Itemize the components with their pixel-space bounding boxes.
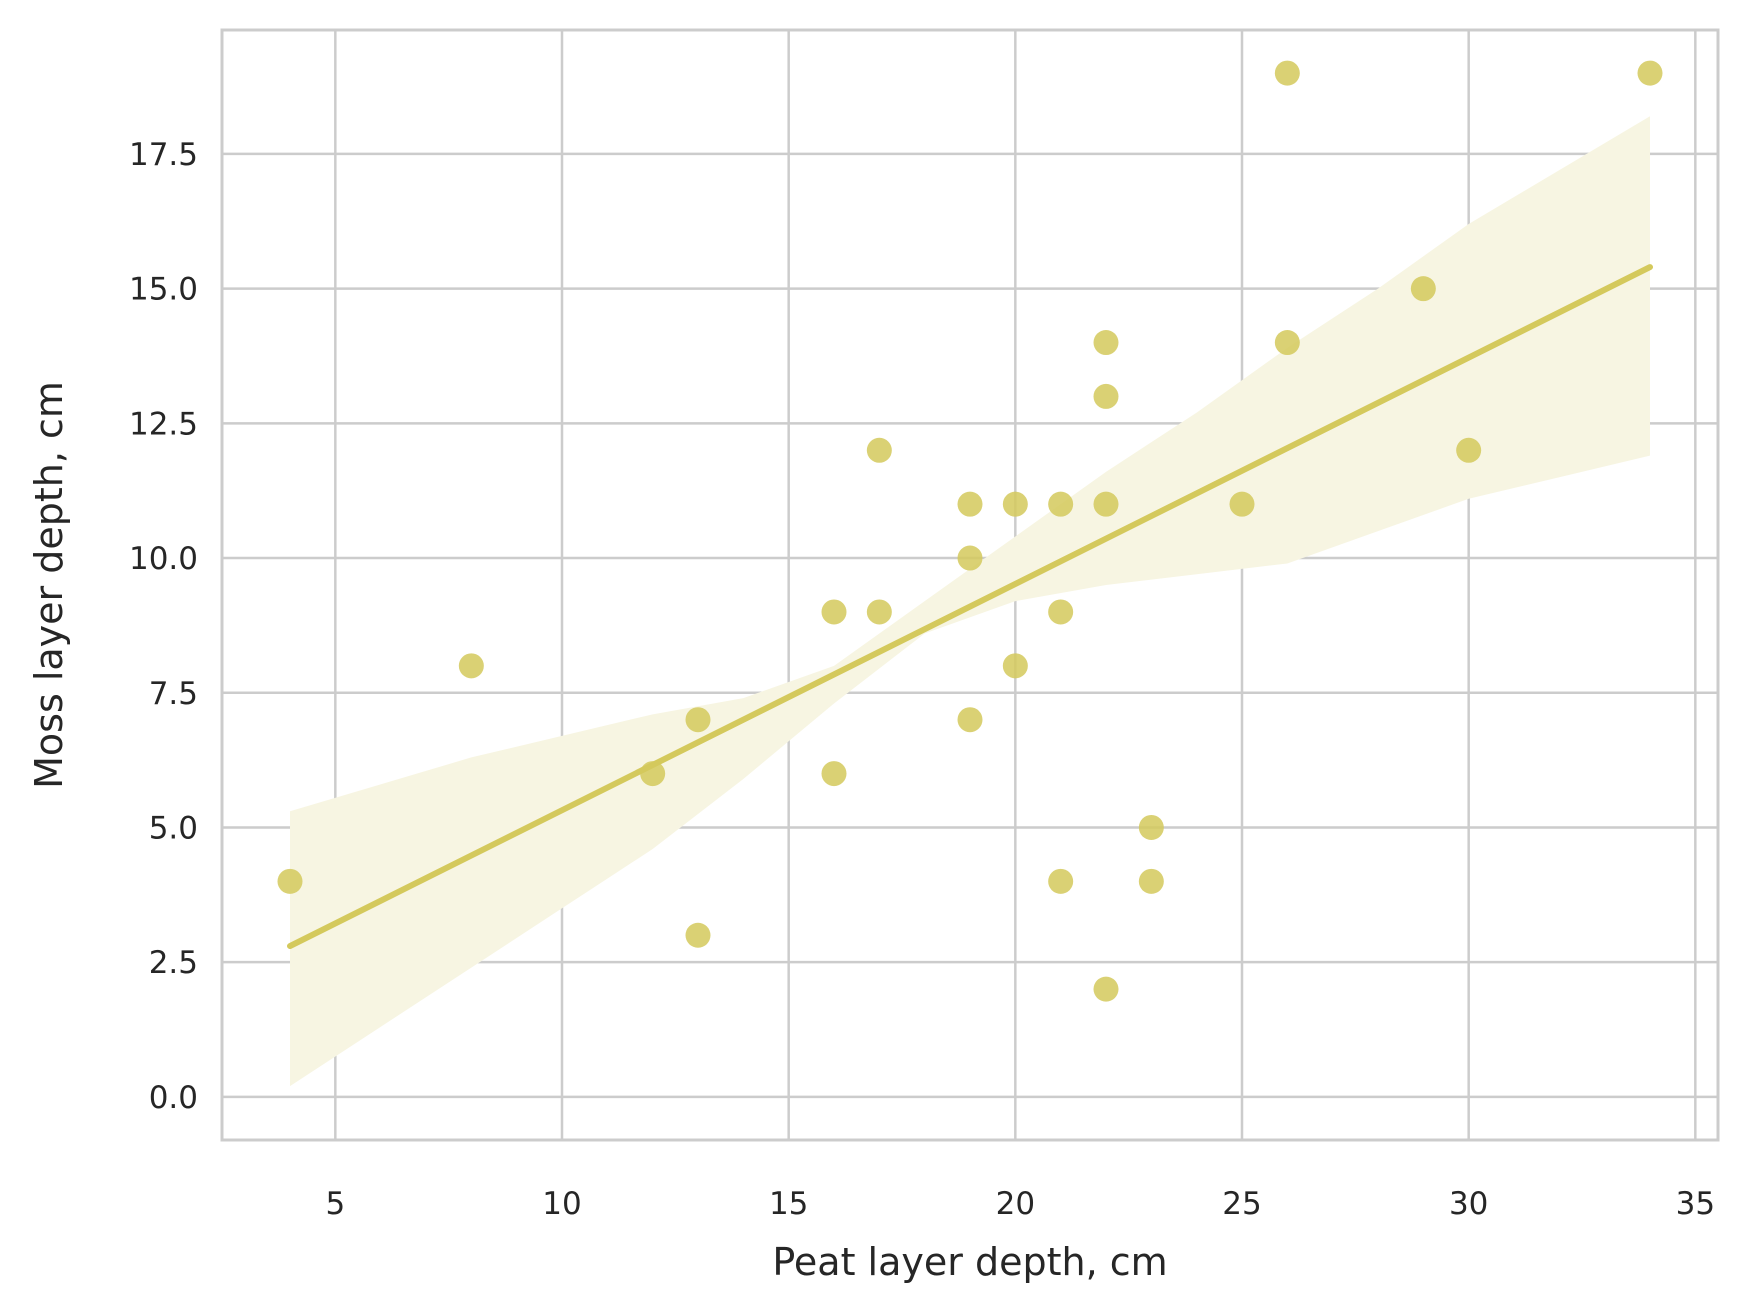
x-axis-label: Peat layer depth, cm: [772, 1240, 1167, 1284]
data-point: [866, 599, 892, 625]
plot-frame: [220, 28, 1720, 1142]
data-point: [1274, 60, 1300, 86]
x-tick-label: 10: [542, 1186, 581, 1222]
data-point: [685, 707, 711, 733]
data-point: [1229, 491, 1255, 517]
data-point: [1093, 976, 1119, 1002]
data-point: [1048, 868, 1074, 894]
data-point: [458, 653, 484, 679]
y-tick-label: 10.0: [129, 541, 198, 577]
x-tick-label: 20: [996, 1186, 1035, 1222]
y-axis-label: Moss layer depth, cm: [27, 381, 71, 789]
y-tick-label: 2.5: [149, 945, 198, 981]
data-point: [640, 761, 666, 787]
data-point: [685, 922, 711, 948]
y-tick-label: 15.0: [129, 272, 198, 308]
x-tick-label: 35: [1676, 1186, 1715, 1222]
y-tick-label: 5.0: [149, 810, 198, 846]
data-point: [1093, 383, 1119, 409]
y-tick-label: 12.5: [129, 406, 198, 442]
data-point: [1002, 491, 1028, 517]
data-point: [866, 437, 892, 463]
x-tick-labels: 5 10 15 20 25 30 35: [325, 1186, 1715, 1222]
y-tick-labels: 0.0 2.5 5.0 7.5 10.0 12.5 15.0 17.5: [129, 137, 198, 1116]
data-point: [957, 707, 983, 733]
data-point: [1456, 437, 1482, 463]
y-tick-label: 7.5: [149, 676, 198, 712]
data-point: [1637, 60, 1663, 86]
data-point: [1274, 330, 1300, 356]
y-tick-label: 17.5: [129, 137, 198, 173]
regression-line-layer: [287, 264, 1653, 950]
data-point: [1048, 491, 1074, 517]
confidence-band-layer: [290, 116, 1650, 1087]
data-point: [1048, 599, 1074, 625]
regression-line: [287, 264, 1653, 950]
data-point: [821, 599, 847, 625]
x-tick-label: 25: [1222, 1186, 1261, 1222]
x-tick-label: 30: [1449, 1186, 1488, 1222]
data-point: [957, 491, 983, 517]
data-point: [1002, 653, 1028, 679]
data-point: [1138, 868, 1164, 894]
data-point: [1093, 491, 1119, 517]
confidence-band: [290, 116, 1650, 1087]
data-point: [821, 761, 847, 787]
x-tick-label: 5: [325, 1186, 345, 1222]
data-point: [277, 868, 303, 894]
data-point: [1093, 330, 1119, 356]
data-point: [1410, 276, 1436, 302]
points-layer: [277, 60, 1663, 1002]
data-point: [957, 545, 983, 571]
data-point: [1138, 814, 1164, 840]
x-tick-label: 15: [769, 1186, 808, 1222]
y-tick-label: 0.0: [149, 1080, 198, 1116]
